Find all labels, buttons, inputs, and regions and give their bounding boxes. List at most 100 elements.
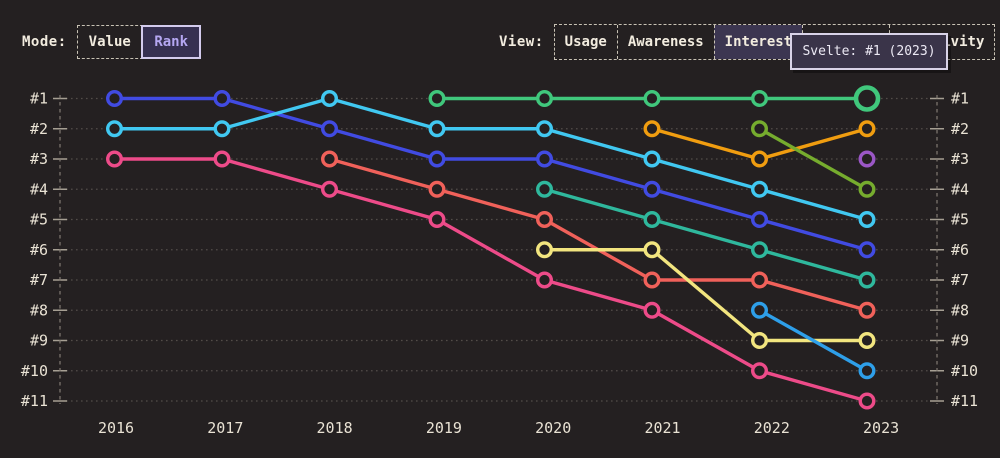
rank-label-left: #3 (30, 150, 48, 168)
data-point-pink-2020[interactable] (536, 271, 554, 289)
tab-awareness[interactable]: Awareness (616, 25, 714, 59)
tab-usage[interactable]: Usage (555, 25, 617, 59)
data-point-blue-2016[interactable] (105, 89, 123, 107)
mode-toggle: Value Rank (76, 25, 202, 59)
series-line-sky-blue (758, 308, 868, 373)
rank-label-left: #11 (21, 392, 48, 410)
data-point-yellow-2020[interactable] (536, 241, 554, 259)
data-point-cyan-2019[interactable] (428, 120, 446, 138)
data-point-salmon-2020[interactable] (536, 210, 554, 228)
rank-label-right: #10 (951, 362, 978, 380)
data-point-blue-2018[interactable] (321, 120, 339, 138)
data-point-teal-2022[interactable] (751, 241, 769, 259)
x-axis-label: 2016 (98, 419, 134, 437)
data-point-pink-2016[interactable] (105, 150, 123, 168)
rank-label-left: #8 (30, 301, 48, 319)
data-point-olive-2022[interactable] (751, 120, 769, 138)
rank-label-right: #1 (951, 90, 969, 108)
data-point-cyan-2023[interactable] (858, 210, 876, 228)
data-point-sky-blue-2022[interactable] (751, 301, 769, 319)
data-point-purple-2023[interactable] (858, 150, 876, 168)
data-point-cyan-2021[interactable] (643, 150, 661, 168)
data-point-salmon-2023[interactable] (858, 301, 876, 319)
x-axis-label: 2018 (317, 419, 353, 437)
rank-label-right: #6 (951, 241, 969, 259)
rank-label-right: #2 (951, 120, 969, 138)
data-point-blue-2019[interactable] (428, 150, 446, 168)
data-point-yellow-2022[interactable] (751, 332, 769, 350)
chart-tooltip: Svelte: #1 (2023) (790, 33, 948, 70)
data-point-Svelte-2019[interactable] (428, 89, 446, 107)
x-axis-label: 2023 (863, 419, 899, 437)
rank-label-left: #4 (30, 180, 48, 198)
rank-label-left: #1 (30, 90, 48, 108)
data-point-Svelte-2021[interactable] (643, 89, 661, 107)
data-point-pink-2017[interactable] (213, 150, 231, 168)
series-line-salmon (329, 157, 868, 312)
rank-label-right: #8 (951, 301, 969, 319)
data-point-pink-2018[interactable] (321, 180, 339, 198)
view-label: View: (499, 34, 544, 50)
x-axis-label: 2022 (754, 419, 790, 437)
rank-label-right: #5 (951, 211, 969, 229)
data-point-blue-2017[interactable] (213, 89, 231, 107)
rank-label-left: #7 (30, 271, 48, 289)
data-point-blue-2021[interactable] (643, 180, 661, 198)
data-point-cyan-2020[interactable] (536, 120, 554, 138)
data-point-salmon-2019[interactable] (428, 180, 446, 198)
data-point-teal-2021[interactable] (643, 210, 661, 228)
x-axis-label: 2020 (535, 419, 571, 437)
x-axis-label: 2019 (426, 419, 462, 437)
data-point-Svelte-2022[interactable] (751, 89, 769, 107)
series-line-teal (544, 187, 868, 282)
data-point-cyan-2018[interactable] (321, 89, 339, 107)
rank-label-left: #5 (30, 211, 48, 229)
data-point-yellow-2023[interactable] (858, 332, 876, 350)
data-point-salmon-2022[interactable] (751, 271, 769, 289)
tab-interest[interactable]: Interest (713, 25, 803, 59)
rank-label-right: #9 (951, 332, 969, 350)
series-line-cyan (114, 96, 868, 222)
data-point-cyan-2022[interactable] (751, 180, 769, 198)
data-point-orange-2023[interactable] (858, 120, 876, 138)
mode-toolbar: Mode: Value Rank (22, 25, 202, 59)
data-point-blue-2023[interactable] (858, 241, 876, 259)
data-point-pink-2023[interactable] (858, 392, 876, 410)
rank-label-right: #11 (951, 392, 978, 410)
data-point-blue-2020[interactable] (536, 150, 554, 168)
data-point-orange-2021[interactable] (643, 120, 661, 138)
x-axis-label: 2021 (644, 419, 680, 437)
data-point-teal-2020[interactable] (536, 180, 554, 198)
rank-label-right: #7 (951, 271, 969, 289)
mode-option-rank[interactable]: Rank (141, 25, 202, 59)
data-point-salmon-2018[interactable] (321, 150, 339, 168)
rank-label-left: #9 (30, 332, 48, 350)
data-point-blue-2022[interactable] (751, 210, 769, 228)
data-point-salmon-2021[interactable] (643, 271, 661, 289)
mode-label: Mode: (22, 34, 67, 50)
x-axis-label: 2017 (207, 419, 243, 437)
data-point-pink-2019[interactable] (428, 210, 446, 228)
data-point-orange-2022[interactable] (751, 150, 769, 168)
data-point-cyan-2016[interactable] (105, 120, 123, 138)
data-point-Svelte-2023[interactable] (853, 85, 881, 112)
rank-label-left: #10 (21, 362, 48, 380)
data-point-yellow-2021[interactable] (643, 241, 661, 259)
rank-label-right: #4 (951, 180, 969, 198)
series-line-olive (758, 127, 868, 191)
data-point-pink-2022[interactable] (751, 362, 769, 380)
series-line-blue (114, 96, 868, 252)
data-point-pink-2021[interactable] (643, 301, 661, 319)
data-point-olive-2023[interactable] (858, 180, 876, 198)
data-point-sky-blue-2023[interactable] (858, 362, 876, 380)
rank-label-right: #3 (951, 150, 969, 168)
data-point-Svelte-2020[interactable] (536, 89, 554, 107)
rank-label-left: #2 (30, 120, 48, 138)
tooltip-text: Svelte: #1 (2023) (802, 44, 936, 59)
series-line-pink (114, 157, 868, 403)
data-point-teal-2023[interactable] (858, 271, 876, 289)
rank-label-left: #6 (30, 241, 48, 259)
data-point-cyan-2017[interactable] (213, 120, 231, 138)
